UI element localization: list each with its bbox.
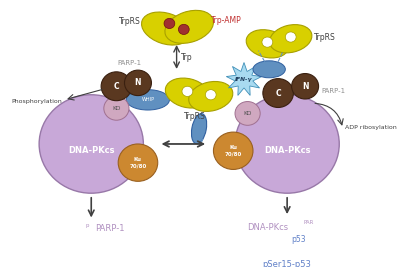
Ellipse shape: [253, 61, 285, 78]
Text: PARP-1: PARP-1: [95, 224, 124, 233]
Text: p: p: [86, 223, 90, 228]
Circle shape: [235, 101, 260, 125]
Circle shape: [235, 95, 339, 193]
Text: DNA-PKcs: DNA-PKcs: [68, 146, 114, 155]
Circle shape: [205, 90, 216, 100]
Text: C: C: [114, 82, 119, 91]
Text: DNA-PKcs: DNA-PKcs: [264, 146, 310, 155]
Text: WHIP: WHIP: [141, 97, 154, 102]
Ellipse shape: [270, 25, 312, 53]
Ellipse shape: [165, 10, 214, 43]
Text: TrpRS: TrpRS: [314, 33, 336, 42]
Text: p53: p53: [292, 234, 306, 244]
Text: C: C: [275, 89, 281, 97]
Polygon shape: [226, 62, 262, 95]
Text: TrpRS: TrpRS: [119, 17, 141, 26]
Text: pSer15-p53: pSer15-p53: [263, 260, 312, 267]
Text: N: N: [135, 78, 141, 87]
Ellipse shape: [165, 78, 210, 108]
Text: TrpRS: TrpRS: [184, 112, 206, 121]
Text: ADP ribosylation: ADP ribosylation: [345, 124, 396, 129]
Ellipse shape: [189, 81, 233, 111]
Text: KD: KD: [112, 106, 120, 111]
Text: Ku
70/80: Ku 70/80: [224, 145, 242, 156]
Circle shape: [178, 24, 189, 34]
Circle shape: [285, 32, 296, 42]
Ellipse shape: [142, 12, 190, 45]
Text: Phosphorylation: Phosphorylation: [12, 99, 62, 104]
Circle shape: [104, 96, 129, 120]
Text: KD: KD: [244, 111, 252, 116]
Circle shape: [118, 144, 158, 181]
Text: PARP-1: PARP-1: [321, 88, 345, 94]
Circle shape: [124, 70, 152, 96]
Text: Ku
70/80: Ku 70/80: [129, 157, 146, 168]
Text: PARP-1: PARP-1: [117, 60, 141, 66]
Circle shape: [292, 73, 318, 99]
Circle shape: [263, 78, 294, 108]
Text: Trp-AMP: Trp-AMP: [211, 15, 242, 25]
Ellipse shape: [126, 90, 170, 110]
Ellipse shape: [246, 30, 288, 58]
Text: N: N: [302, 82, 308, 91]
Circle shape: [262, 37, 273, 47]
Circle shape: [214, 132, 253, 170]
Text: Trp: Trp: [181, 53, 193, 62]
Ellipse shape: [192, 113, 207, 144]
Circle shape: [39, 95, 143, 193]
Circle shape: [182, 86, 193, 96]
Text: PAR: PAR: [303, 221, 314, 225]
Circle shape: [164, 18, 175, 29]
Circle shape: [101, 72, 132, 101]
Text: IFN-γ: IFN-γ: [235, 77, 253, 82]
Text: DNA-PKcs: DNA-PKcs: [247, 223, 288, 232]
